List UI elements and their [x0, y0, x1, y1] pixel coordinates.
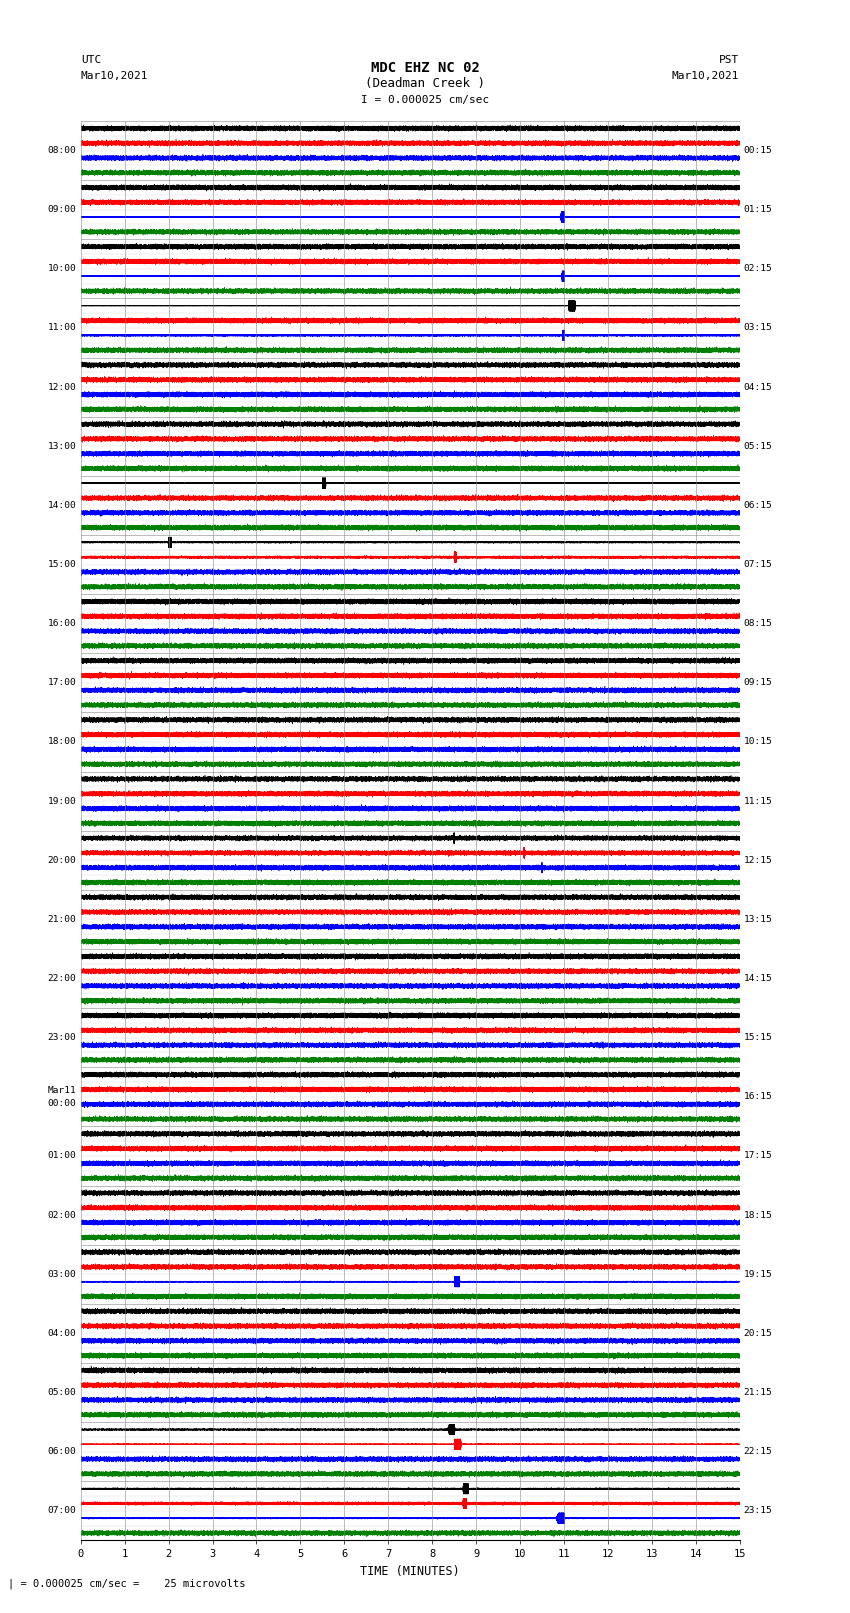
Text: 12:15: 12:15 [744, 857, 773, 865]
Text: 03:00: 03:00 [48, 1269, 76, 1279]
Text: 11:15: 11:15 [744, 797, 773, 805]
Text: 21:00: 21:00 [48, 915, 76, 924]
Text: 05:15: 05:15 [744, 442, 773, 450]
Text: Mar10,2021: Mar10,2021 [672, 71, 740, 81]
Text: MDC EHZ NC 02: MDC EHZ NC 02 [371, 61, 479, 74]
Text: 18:00: 18:00 [48, 737, 76, 747]
Text: 14:00: 14:00 [48, 502, 76, 510]
Text: 17:15: 17:15 [744, 1152, 773, 1160]
Text: 22:00: 22:00 [48, 974, 76, 982]
Text: 20:00: 20:00 [48, 857, 76, 865]
Text: UTC: UTC [81, 55, 101, 65]
Text: 23:00: 23:00 [48, 1034, 76, 1042]
Text: 09:15: 09:15 [744, 679, 773, 687]
Text: 15:15: 15:15 [744, 1034, 773, 1042]
Text: 13:15: 13:15 [744, 915, 773, 924]
Text: 02:15: 02:15 [744, 265, 773, 273]
X-axis label: TIME (MINUTES): TIME (MINUTES) [360, 1565, 460, 1578]
Text: 06:00: 06:00 [48, 1447, 76, 1457]
Text: | = 0.000025 cm/sec =    25 microvolts: | = 0.000025 cm/sec = 25 microvolts [8, 1579, 246, 1589]
Text: I = 0.000025 cm/sec: I = 0.000025 cm/sec [361, 95, 489, 105]
Text: 11:00: 11:00 [48, 324, 76, 332]
Text: 19:15: 19:15 [744, 1269, 773, 1279]
Text: 23:15: 23:15 [744, 1507, 773, 1515]
Text: 16:00: 16:00 [48, 619, 76, 627]
Text: (Deadman Creek ): (Deadman Creek ) [365, 77, 485, 90]
Text: 10:00: 10:00 [48, 265, 76, 273]
Text: 01:00: 01:00 [48, 1152, 76, 1160]
Text: 13:00: 13:00 [48, 442, 76, 450]
Text: 05:00: 05:00 [48, 1389, 76, 1397]
Text: 17:00: 17:00 [48, 679, 76, 687]
Text: 01:15: 01:15 [744, 205, 773, 215]
Text: Mar10,2021: Mar10,2021 [81, 71, 148, 81]
Text: 03:15: 03:15 [744, 324, 773, 332]
Text: 15:00: 15:00 [48, 560, 76, 569]
Text: 19:00: 19:00 [48, 797, 76, 805]
Text: 04:00: 04:00 [48, 1329, 76, 1337]
Text: Mar11: Mar11 [48, 1086, 76, 1095]
Text: 08:15: 08:15 [744, 619, 773, 627]
Text: 20:15: 20:15 [744, 1329, 773, 1337]
Text: 04:15: 04:15 [744, 382, 773, 392]
Text: 22:15: 22:15 [744, 1447, 773, 1457]
Text: 16:15: 16:15 [744, 1092, 773, 1102]
Text: 00:15: 00:15 [744, 147, 773, 155]
Text: 07:15: 07:15 [744, 560, 773, 569]
Text: 18:15: 18:15 [744, 1211, 773, 1219]
Text: PST: PST [719, 55, 740, 65]
Text: 21:15: 21:15 [744, 1389, 773, 1397]
Text: 02:00: 02:00 [48, 1211, 76, 1219]
Text: 14:15: 14:15 [744, 974, 773, 982]
Text: 00:00: 00:00 [48, 1098, 76, 1108]
Text: 08:00: 08:00 [48, 147, 76, 155]
Text: 10:15: 10:15 [744, 737, 773, 747]
Text: 06:15: 06:15 [744, 502, 773, 510]
Text: 07:00: 07:00 [48, 1507, 76, 1515]
Text: 12:00: 12:00 [48, 382, 76, 392]
Text: 09:00: 09:00 [48, 205, 76, 215]
